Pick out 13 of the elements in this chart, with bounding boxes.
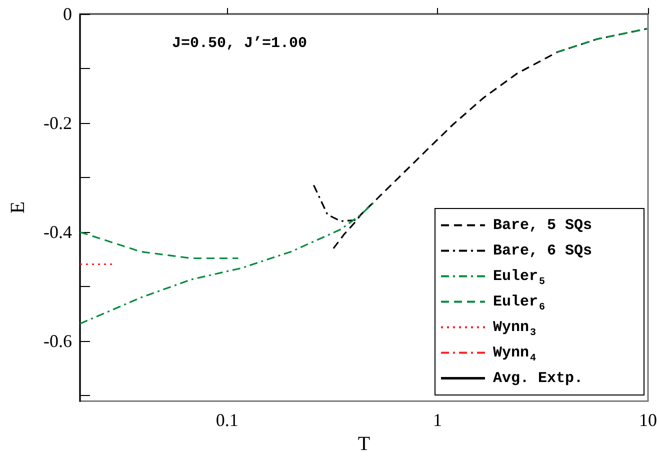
legend-label: Bare, 6 SQs: [493, 242, 592, 260]
x-tick-label: 1: [433, 410, 442, 430]
y-tick-label: -0.4: [44, 222, 72, 242]
x-tick-label: 0.1: [216, 410, 238, 430]
annotation: J=0.50, J’=1.00: [172, 35, 308, 52]
y-tick-label: -0.2: [44, 113, 72, 134]
y-tick-label: 0: [63, 4, 72, 24]
x-axis-title: T: [358, 433, 370, 455]
y-axis-title: E: [7, 201, 29, 214]
legend-label: Avg. Extp.: [493, 370, 584, 387]
legend-label: Bare, 5 SQs: [493, 216, 592, 234]
x-tick-label: 10: [639, 410, 657, 430]
y-tick-label: -0.6: [44, 331, 72, 352]
